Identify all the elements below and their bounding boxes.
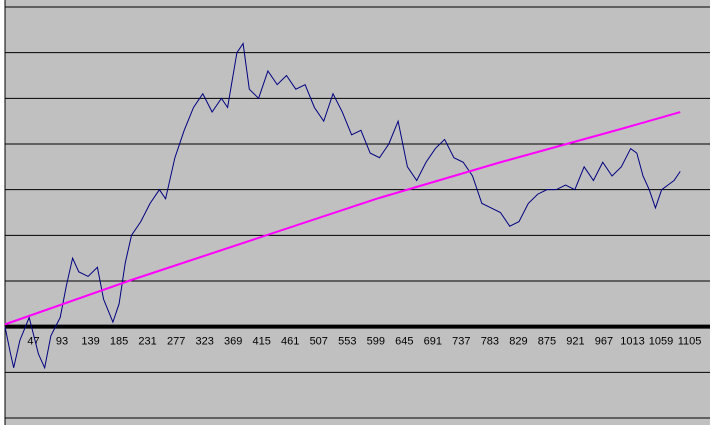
x-tick-label: 93 [56, 336, 68, 348]
x-tick-label: 507 [310, 336, 328, 348]
x-tick-label: 461 [281, 336, 299, 348]
x-tick-label: 829 [509, 336, 527, 348]
x-tick-label: 1105 [678, 336, 702, 348]
x-tick-label: 415 [253, 336, 271, 348]
x-tick-label: 231 [138, 336, 156, 348]
x-tick-label: 737 [452, 336, 470, 348]
x-tick-label: 1013 [620, 336, 644, 348]
x-tick-label: 645 [395, 336, 413, 348]
x-tick-label: 1059 [649, 336, 673, 348]
x-tick-label: 277 [167, 336, 185, 348]
x-tick-label: 323 [195, 336, 213, 348]
data-line [4, 42, 681, 370]
x-tick-label: 783 [481, 336, 499, 348]
x-tick-label: 875 [538, 336, 556, 348]
x-tick-label: 691 [424, 336, 442, 348]
x-tick-label: 185 [110, 336, 128, 348]
x-tick-label: 921 [566, 336, 584, 348]
x-tick-label: 47 [27, 336, 39, 348]
data-line [4, 111, 681, 326]
x-tick-label: 369 [224, 336, 242, 348]
x-tick-label: 139 [81, 336, 99, 348]
x-tick-label: 967 [595, 336, 613, 348]
plot-area [5, 0, 710, 425]
x-tick-label: 599 [367, 336, 385, 348]
x-tick-label: 553 [338, 336, 356, 348]
